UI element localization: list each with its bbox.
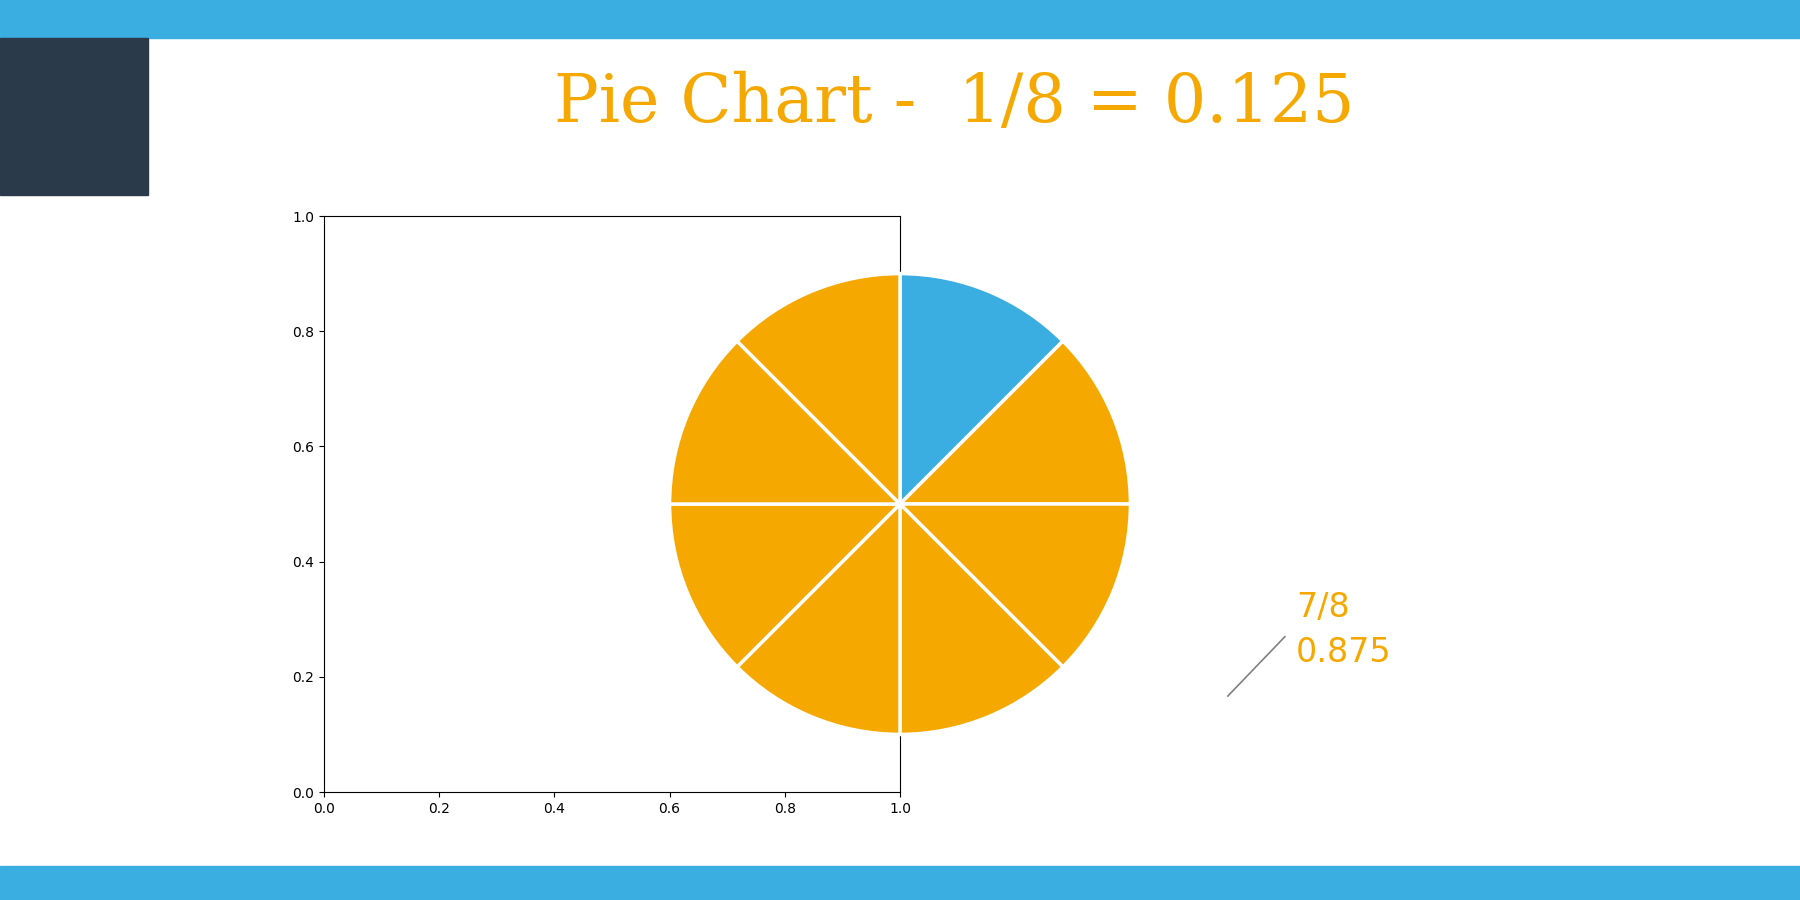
Wedge shape xyxy=(670,504,900,667)
Text: 7/8: 7/8 xyxy=(1296,591,1350,624)
Wedge shape xyxy=(900,504,1064,734)
Wedge shape xyxy=(736,274,900,504)
Text: Pie Chart -  1/8 = 0.125: Pie Chart - 1/8 = 0.125 xyxy=(554,71,1354,136)
Text: 0.875: 0.875 xyxy=(1296,636,1391,669)
Wedge shape xyxy=(736,504,900,734)
Wedge shape xyxy=(670,341,900,504)
Text: 1/8: 1/8 xyxy=(414,411,468,444)
Wedge shape xyxy=(900,341,1130,504)
Text: 0.125: 0.125 xyxy=(414,483,509,516)
Wedge shape xyxy=(900,504,1130,667)
Wedge shape xyxy=(900,274,1064,504)
